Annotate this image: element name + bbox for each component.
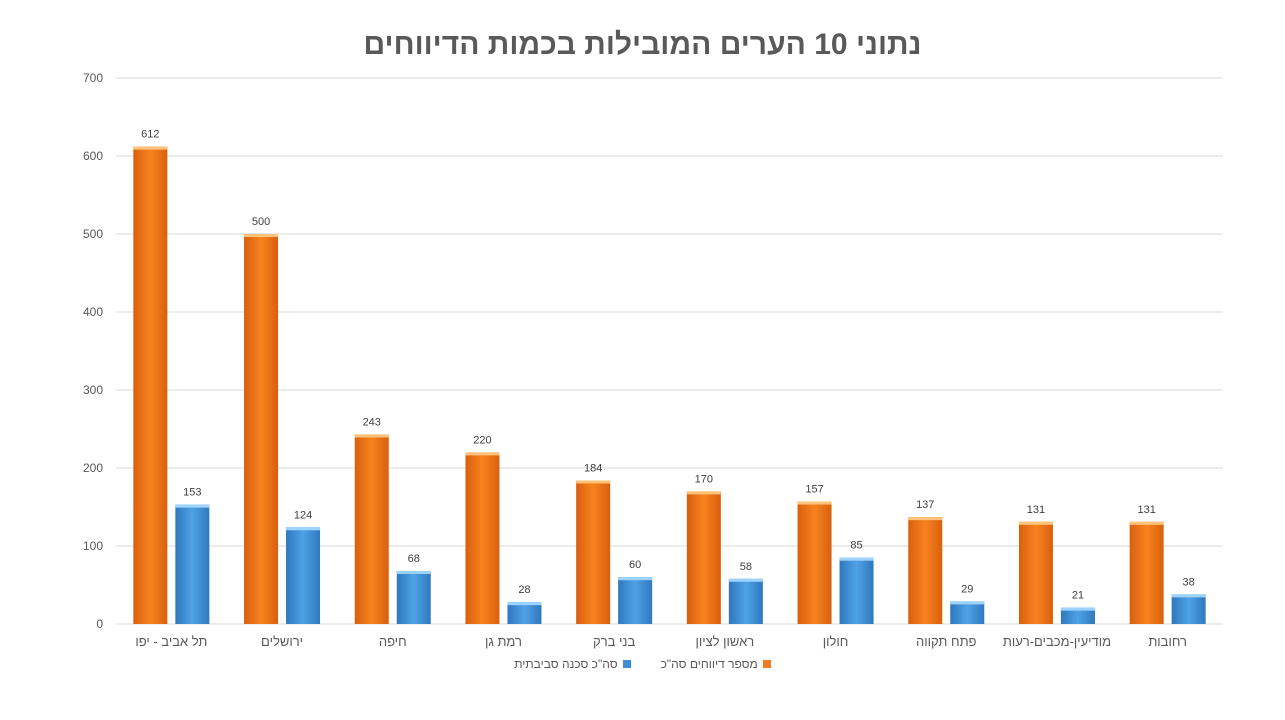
x-tick-label: בני ברק xyxy=(593,634,635,649)
bar-series1 xyxy=(354,434,389,624)
bar-cap xyxy=(1018,521,1053,525)
y-tick-label: 300 xyxy=(83,383,103,397)
bar-series2 xyxy=(618,577,653,624)
bar-series1 xyxy=(133,146,168,624)
data-label: 612 xyxy=(141,129,159,141)
bar-series2 xyxy=(507,602,542,624)
bar-cap xyxy=(1060,607,1095,611)
bar-cap xyxy=(908,517,943,521)
y-tick-label: 400 xyxy=(83,305,103,319)
data-label: 500 xyxy=(252,216,270,228)
data-label: 28 xyxy=(518,584,530,596)
x-tick-label: חיפה xyxy=(379,634,407,649)
bar-series2 xyxy=(839,557,874,624)
data-label: 85 xyxy=(850,540,862,552)
bar-cap xyxy=(950,601,985,605)
bar-series1 xyxy=(797,501,832,624)
legend-swatch-series2 xyxy=(622,660,631,668)
bar-cap xyxy=(286,527,321,531)
bar-cap xyxy=(465,452,500,456)
bar-series2 xyxy=(286,527,321,624)
data-label: 157 xyxy=(805,484,823,496)
bar-cap xyxy=(839,557,874,561)
bar-cap xyxy=(396,570,431,574)
bar-series2 xyxy=(396,570,431,624)
data-label: 131 xyxy=(1027,504,1045,516)
bar-series2 xyxy=(1171,594,1206,624)
bar-cap xyxy=(618,577,653,581)
data-label: 38 xyxy=(1183,576,1195,588)
bar-cap xyxy=(686,491,721,495)
data-label: 153 xyxy=(183,487,201,499)
bar-series2 xyxy=(950,601,985,624)
x-tick-label: מודיעין-מכבים-רעות xyxy=(1003,634,1111,649)
bar-series2 xyxy=(1060,607,1095,624)
data-label: 243 xyxy=(363,416,381,428)
bar-cap xyxy=(797,501,832,505)
x-tick-label: פתח תקווה xyxy=(916,634,977,649)
data-label: 184 xyxy=(584,462,602,474)
x-tick-label: חולון xyxy=(823,634,849,649)
data-label: 29 xyxy=(961,583,973,595)
chart-title: נתוני 10 הערים המובילות בכמות הדיווחים xyxy=(363,28,922,61)
data-label: 60 xyxy=(629,559,641,571)
legend-swatch-series1 xyxy=(762,660,771,668)
bar-cap xyxy=(133,146,168,150)
data-label: 131 xyxy=(1137,504,1155,516)
x-tick-label: רמת גן xyxy=(485,634,522,649)
bar-cap xyxy=(244,234,279,237)
legend-label-series1: מספר דיווחים סה"כ xyxy=(660,657,758,671)
x-tick-label: רחובות xyxy=(1148,634,1187,649)
data-label: 58 xyxy=(740,561,752,573)
bar-series1 xyxy=(244,234,279,624)
bar-cap xyxy=(175,504,210,508)
y-tick-label: 600 xyxy=(83,149,103,163)
data-label: 124 xyxy=(294,509,312,521)
data-label: 220 xyxy=(473,434,491,446)
data-label: 170 xyxy=(695,473,713,485)
bar-series2 xyxy=(728,578,763,624)
y-tick-label: 700 xyxy=(83,71,103,85)
bar-series1 xyxy=(465,452,500,624)
x-tick-label: ראשון לציון xyxy=(695,634,754,649)
y-tick-label: 0 xyxy=(96,617,103,631)
x-tick-label: ירושלים xyxy=(261,634,303,649)
data-label: 68 xyxy=(408,553,420,565)
bar-series2 xyxy=(175,504,210,624)
bar-cap xyxy=(354,434,389,438)
x-tick-label: תל אביב - יפו xyxy=(135,634,207,649)
bar-cap xyxy=(728,578,763,582)
bar-series1 xyxy=(1129,521,1164,624)
data-label: 21 xyxy=(1072,590,1084,602)
bar-series1 xyxy=(1018,521,1053,624)
bar-cap xyxy=(1171,594,1206,598)
bar-cap xyxy=(507,602,542,606)
legend-item-series2: סה"כ סכנה סביבתית xyxy=(514,657,631,671)
legend-item-series1: מספר דיווחים סה"כ xyxy=(661,657,771,671)
y-tick-label: 500 xyxy=(83,227,103,241)
bar-series1 xyxy=(908,517,943,624)
bar-cap xyxy=(576,480,611,484)
bar-cap xyxy=(1129,521,1164,525)
legend: מספר דיווחים סה"כ סה"כ סכנה סביבתית xyxy=(0,657,1285,671)
legend-label-series2: סה"כ סכנה סביבתית xyxy=(514,657,618,671)
y-tick-label: 200 xyxy=(83,461,103,475)
data-label: 137 xyxy=(916,499,934,511)
bar-series1 xyxy=(576,480,611,624)
y-tick-label: 100 xyxy=(83,539,103,553)
bar-series1 xyxy=(686,491,721,624)
